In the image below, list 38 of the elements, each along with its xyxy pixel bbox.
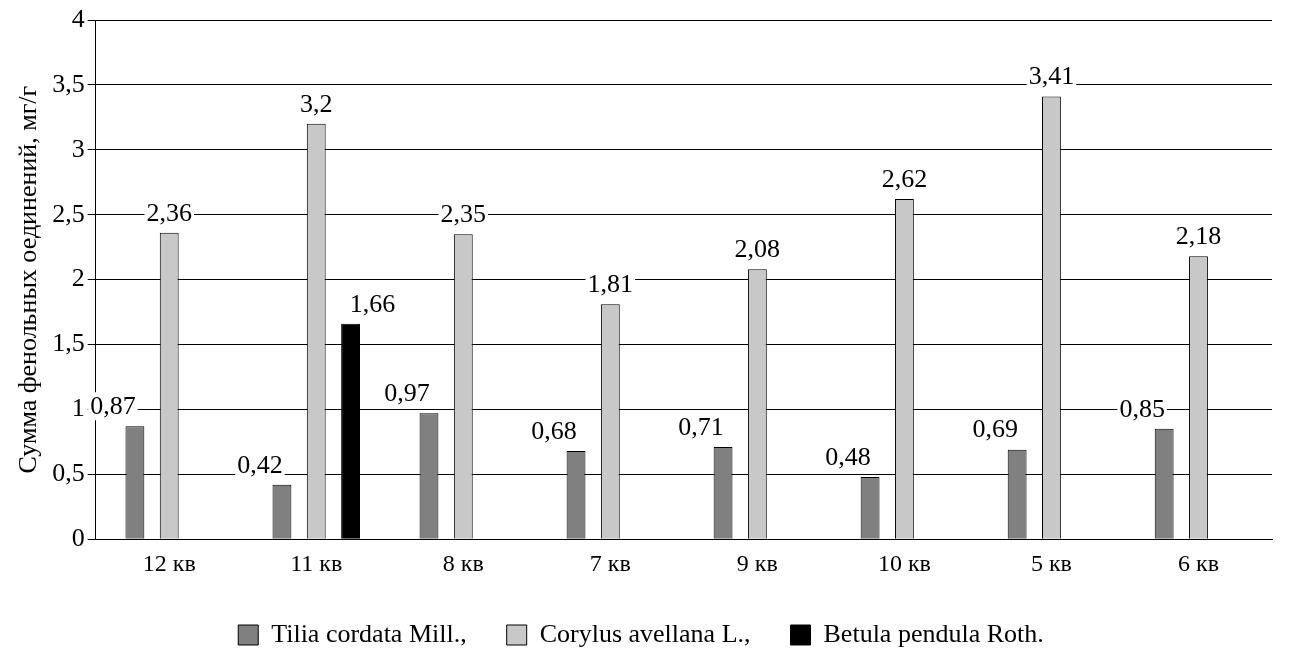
x-tick-label: 5 кв	[1030, 549, 1072, 576]
y-tick-label: 1,5	[52, 328, 85, 358]
data-label: 3,2	[300, 88, 333, 118]
data-label: 0,85	[1119, 393, 1165, 423]
data-label: 0,69	[972, 414, 1018, 444]
data-label: 0,71	[678, 411, 724, 441]
x-tick-label: 6 кв	[1177, 549, 1219, 576]
x-tick-label: 8 кв	[442, 549, 484, 576]
data-label: 2,36	[146, 197, 192, 227]
data-label: 2,08	[734, 234, 781, 264]
y-tick-label: 2	[71, 263, 85, 293]
data-label: 0,68	[531, 415, 577, 445]
y-tick-label: 3	[71, 133, 85, 163]
data-label: 0,48	[825, 441, 871, 471]
x-tick-label: 9 кв	[736, 549, 778, 576]
y-tick-label: 0	[71, 523, 85, 553]
x-tick-label: 12 кв	[142, 549, 196, 576]
data-label: 2,62	[881, 163, 928, 193]
y-tick-label: 0,5	[52, 458, 85, 488]
y-tick-label: 2,5	[52, 198, 85, 228]
data-label: 0,42	[237, 449, 283, 479]
legend-label: Tilia cordata Mill.,	[271, 618, 467, 648]
y-tick-label: 1	[71, 393, 85, 423]
y-tick-label: 4	[71, 3, 85, 33]
data-label: 0,87	[90, 391, 136, 421]
data-label: 3,41	[1028, 61, 1075, 91]
data-label: 1,81	[587, 269, 634, 299]
data-label: 2,18	[1175, 221, 1222, 251]
data-label: 0,97	[384, 378, 430, 408]
legend-label: Betula pendula Roth.	[823, 618, 1044, 648]
x-tick-label: 11 кв	[290, 549, 343, 576]
legend-label: Corylus avellana L.,	[539, 618, 751, 648]
x-tick-label: 10 кв	[877, 549, 931, 576]
data-label: 1,66	[349, 288, 396, 318]
y-axis-title: Сумма фенольных оединений, мг/г	[13, 85, 43, 474]
data-label: 2,35	[440, 199, 487, 228]
x-tick-label: 7 кв	[589, 549, 631, 576]
y-tick-label: 3,5	[52, 68, 85, 98]
